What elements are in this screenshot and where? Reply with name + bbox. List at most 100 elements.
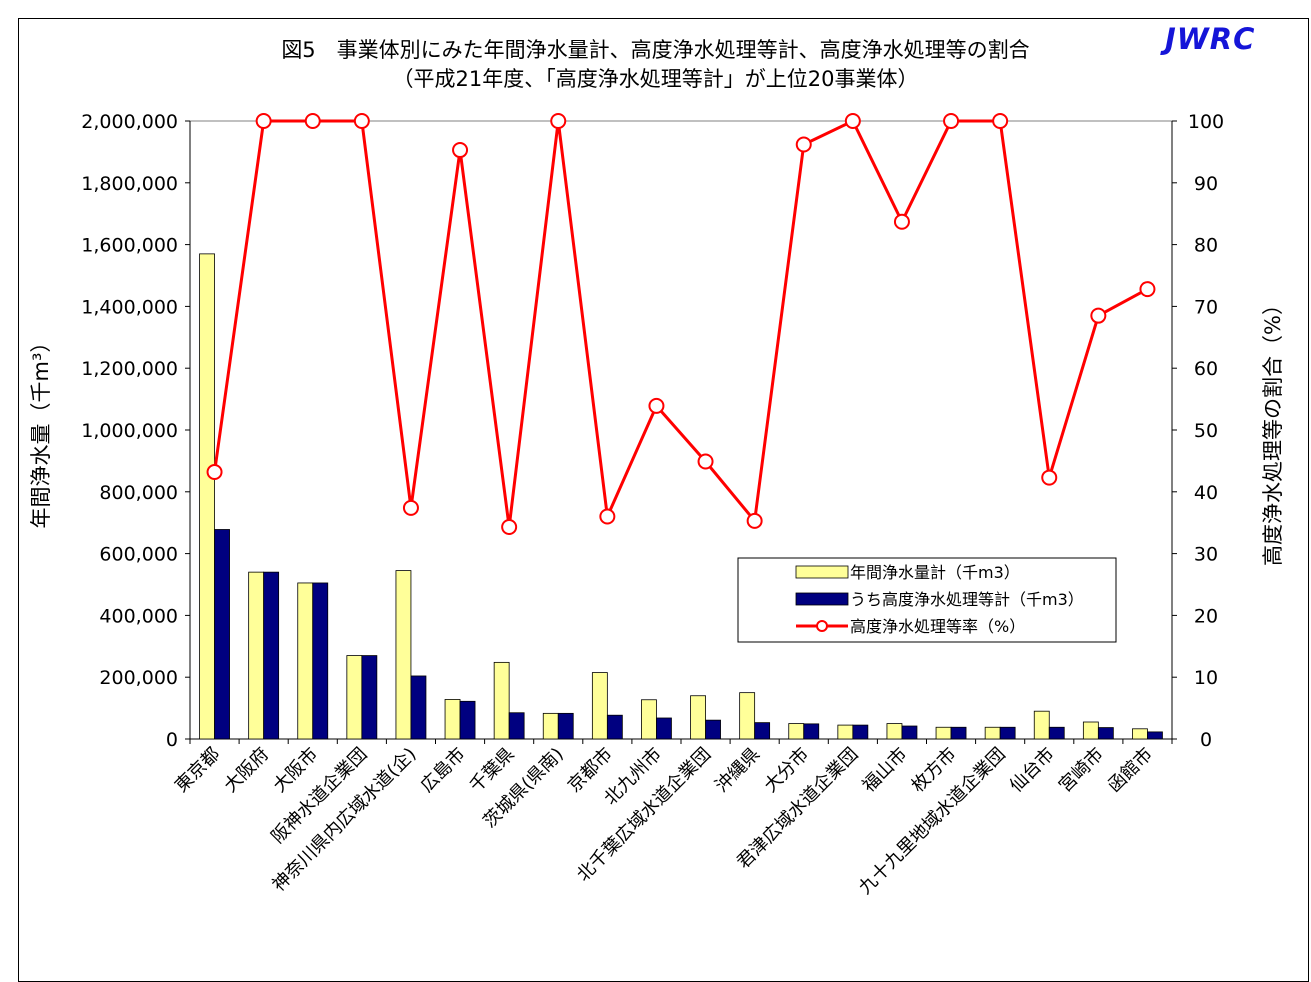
bar-advanced-treatment (901, 725, 918, 740)
bar-annual-volume (346, 655, 363, 740)
bar-annual-volume (1132, 728, 1148, 740)
legend-label: うち高度浄水処理等計（千m3） (850, 590, 1084, 609)
y2-tick-label: 30 (1194, 544, 1218, 566)
bar-annual-volume (788, 723, 805, 740)
bar-annual-volume (984, 726, 1001, 740)
bar-advanced-treatment (214, 529, 230, 740)
ratio-point (402, 499, 419, 516)
bar-annual-volume (690, 695, 706, 740)
y2-tick-label: 20 (1194, 605, 1218, 627)
ratio-point (1041, 469, 1058, 486)
ratio-point (599, 508, 616, 525)
bar-annual-volume (493, 661, 510, 740)
bar-annual-volume (297, 582, 314, 740)
bar-annual-volume (935, 726, 952, 740)
y-tick-label: 0 (166, 729, 178, 751)
chart-frame (18, 18, 1309, 982)
bar-advanced-treatment (557, 712, 574, 740)
bar-annual-volume (542, 712, 559, 740)
ratio-point (353, 113, 370, 129)
legend-label: 年間浄水量計（千m3） (850, 563, 1020, 582)
ratio-line (213, 119, 1149, 528)
legend-swatch (795, 592, 849, 606)
bar-advanced-treatment (1097, 727, 1114, 740)
ratio-point (304, 113, 321, 129)
ratio-point (255, 113, 272, 129)
ratio-point (648, 397, 665, 414)
bar-annual-volume (1082, 721, 1099, 740)
bar-annual-volume (444, 699, 461, 740)
ratio-point (697, 453, 714, 470)
ratio-point (844, 113, 861, 129)
y2-tick-label: 50 (1194, 420, 1218, 442)
bar-annual-volume (248, 571, 265, 740)
ratio-point (501, 519, 518, 536)
y-tick-label: 1,200,000 (81, 358, 178, 380)
bar-annual-volume (395, 570, 412, 740)
x-category-label: 宮崎市 (1055, 744, 1108, 797)
y-tick-label: 1,000,000 (81, 420, 178, 442)
bar-advanced-treatment (508, 712, 525, 740)
bar-annual-volume (886, 723, 903, 740)
y2-tick-label: 100 (1188, 111, 1224, 133)
ratio-point (893, 213, 910, 230)
y-tick-label: 2,000,000 (81, 111, 178, 133)
y-tick-label: 1,600,000 (81, 235, 178, 257)
bar-annual-volume (837, 724, 854, 740)
ratio-point (1090, 307, 1107, 324)
ratio-point (992, 113, 1009, 129)
bar-annual-volume (1033, 710, 1050, 740)
y-tick-label: 1,400,000 (81, 296, 178, 318)
y2-tick-label: 40 (1194, 482, 1218, 504)
bar-annual-volume (739, 692, 756, 740)
ratio-point (943, 113, 960, 129)
y2-tick-label: 0 (1200, 729, 1212, 751)
bar-advanced-treatment (361, 655, 378, 740)
x-category-label: 沖縄県 (711, 744, 764, 797)
bar-advanced-treatment (263, 571, 280, 740)
y-tick-label: 400,000 (99, 605, 178, 627)
y2-tick-label: 80 (1194, 235, 1218, 257)
legend-marker (816, 620, 828, 632)
y2-tick-label: 10 (1194, 667, 1218, 689)
x-category-label: 東京都 (171, 744, 224, 797)
y-axis-title: 年間浄水量（千m³） (29, 332, 53, 529)
y2-tick-label: 70 (1194, 296, 1218, 318)
legend-swatch (795, 565, 849, 579)
bar-advanced-treatment (705, 719, 721, 740)
ratio-point (746, 512, 763, 529)
ratio-point (206, 464, 223, 481)
bar-advanced-treatment (1048, 726, 1065, 740)
bar-advanced-treatment (803, 723, 820, 740)
x-category-label: 広島市 (417, 744, 470, 797)
bar-advanced-treatment (656, 717, 672, 740)
x-category-label: 函館市 (1104, 744, 1157, 797)
bar-advanced-treatment (1147, 731, 1163, 740)
ratio-point (452, 142, 469, 159)
chart-subtitle: （平成21年度、「高度浄水処理等計」が上位20事業体） (392, 67, 919, 91)
bar-advanced-treatment (754, 722, 771, 740)
y2-tick-label: 90 (1194, 173, 1218, 195)
y-tick-label: 600,000 (99, 544, 178, 566)
bar-advanced-treatment (312, 582, 329, 740)
bar-annual-volume (199, 253, 215, 740)
y-tick-label: 200,000 (99, 667, 178, 689)
bar-annual-volume (641, 699, 657, 740)
y2-axis-title: 高度浄水処理等の割合（%） (1261, 294, 1285, 566)
ratio-point (795, 136, 812, 153)
bar-annual-volume (591, 672, 608, 740)
y-tick-label: 800,000 (99, 482, 178, 504)
ratio-point (550, 113, 567, 129)
bar-advanced-treatment (459, 700, 476, 740)
x-category-label: 仙台市 (1006, 744, 1059, 797)
chart-title: 図5 事業体別にみた年間浄水量計、高度浄水処理等計、高度浄水処理等の割合 (281, 38, 1030, 62)
bar-advanced-treatment (410, 675, 427, 740)
x-category-label: 大阪府 (220, 744, 273, 797)
bar-advanced-treatment (606, 714, 623, 740)
y-tick-label: 1,800,000 (81, 173, 178, 195)
bar-advanced-treatment (852, 724, 869, 740)
bar-advanced-treatment (950, 726, 967, 740)
bar-advanced-treatment (999, 726, 1016, 740)
ratio-point (1139, 281, 1156, 298)
